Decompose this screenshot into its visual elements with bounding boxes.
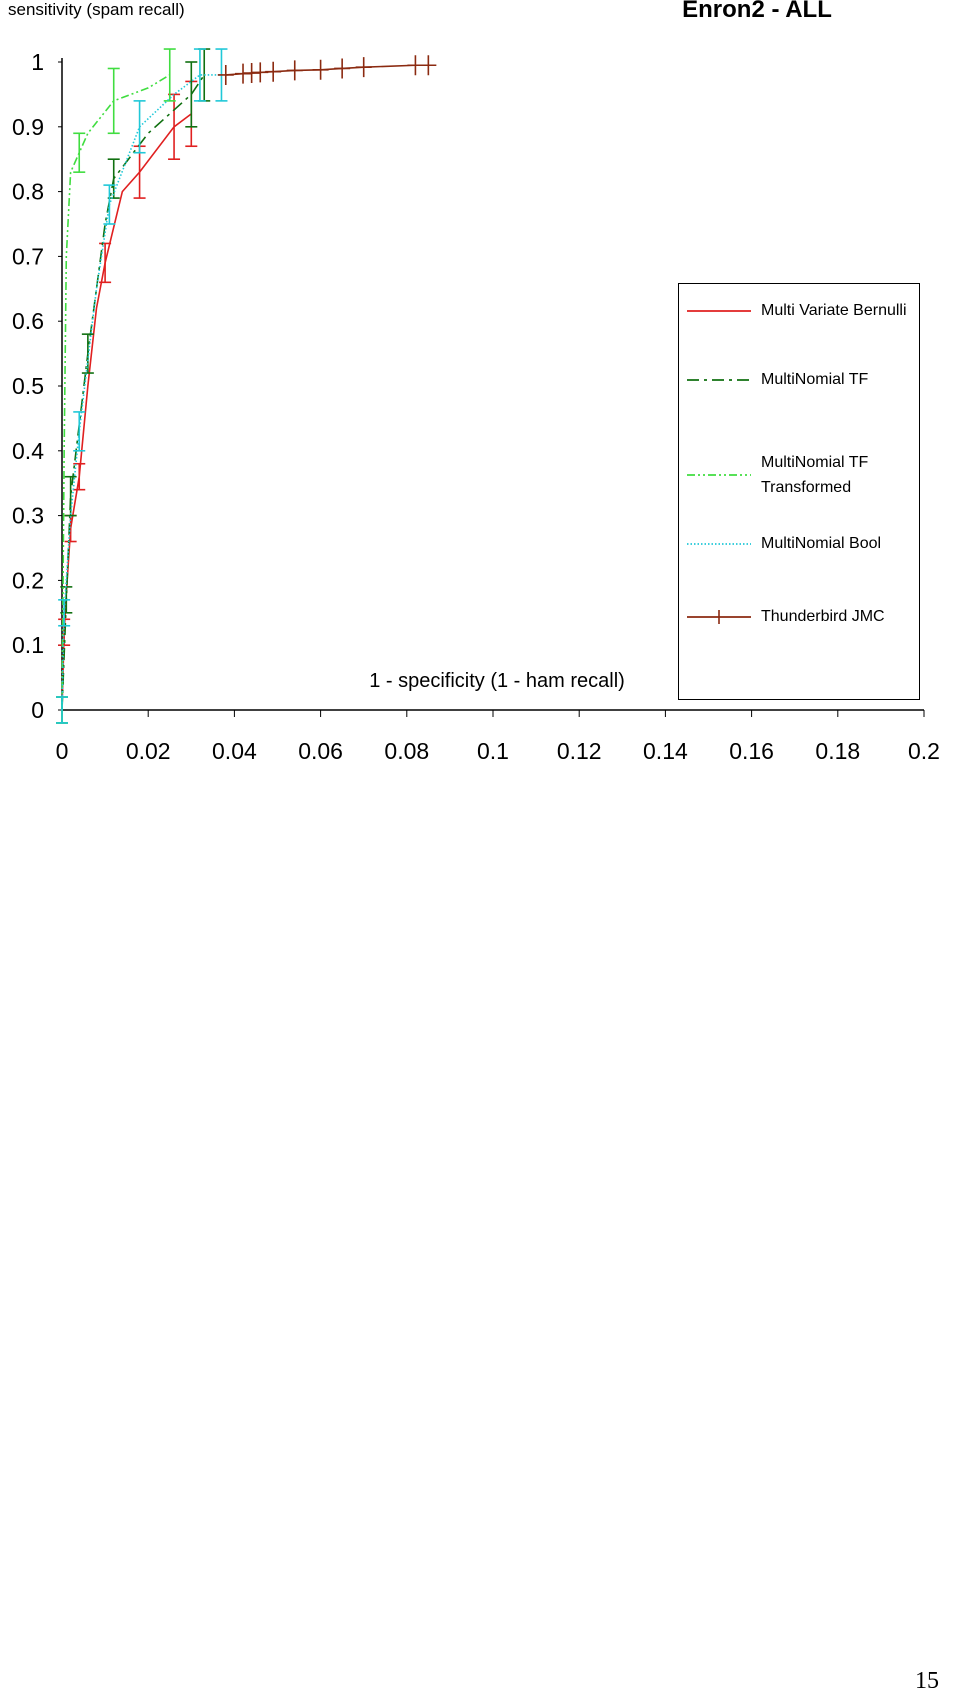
y-tick-label: 0.1 bbox=[12, 632, 44, 658]
y-tick-label: 0.8 bbox=[12, 179, 44, 205]
legend-swatch bbox=[687, 474, 751, 476]
point-marker bbox=[420, 55, 437, 76]
y-tick-label: 0.6 bbox=[12, 308, 44, 334]
point-marker bbox=[217, 64, 234, 85]
x-tick-label: 0.06 bbox=[298, 738, 343, 764]
error-bar bbox=[163, 48, 176, 102]
x-tick-label: 0.16 bbox=[729, 738, 774, 764]
y-tick-label: 0 bbox=[31, 697, 44, 723]
legend-label: Thunderbird JMC bbox=[761, 608, 885, 625]
y-axis-label: sensitivity (spam recall) bbox=[8, 0, 185, 19]
y-tick-label: 0.5 bbox=[12, 373, 44, 399]
x-tick-label: 0.12 bbox=[557, 738, 602, 764]
error-bar bbox=[133, 100, 146, 154]
legend-entry: Thunderbird JMC bbox=[679, 604, 911, 629]
series-line bbox=[61, 74, 171, 711]
x-tick-label: 0 bbox=[56, 738, 69, 764]
series-line bbox=[61, 74, 205, 711]
y-tick-label: 0.4 bbox=[12, 438, 44, 464]
chart-title: Enron2 - ALL bbox=[682, 0, 832, 23]
error-bar bbox=[58, 599, 71, 627]
error-bar bbox=[73, 411, 86, 452]
error-bar bbox=[107, 67, 120, 135]
series-line bbox=[61, 74, 222, 711]
legend-entry: MultiNomial TF Transformed bbox=[679, 450, 911, 500]
point-marker bbox=[312, 59, 329, 80]
point-marker bbox=[265, 61, 282, 82]
legend-entry: MultiNomial TF bbox=[679, 367, 911, 392]
x-tick-label: 0.1 bbox=[477, 738, 509, 764]
x-tick-label: 0.02 bbox=[126, 738, 171, 764]
legend-label: Multi Variate Bernulli bbox=[761, 302, 907, 319]
error-bar bbox=[56, 696, 68, 724]
x-tick-label: 0.04 bbox=[212, 738, 257, 764]
legend-swatch bbox=[687, 542, 751, 545]
x-tick-label: 0.18 bbox=[815, 738, 860, 764]
chart: sensitivity (spam recall) Enron2 - ALL 1… bbox=[8, 0, 940, 764]
error-bar bbox=[64, 514, 77, 543]
legend-swatch bbox=[687, 609, 751, 624]
legend: Multi Variate Bernulli MultiNomial TF Mult… bbox=[678, 283, 920, 700]
y-tick-label: 0.3 bbox=[12, 503, 44, 529]
point-marker bbox=[334, 58, 351, 79]
error-bar bbox=[133, 145, 146, 199]
error-bar bbox=[64, 475, 77, 517]
legend-swatch bbox=[687, 309, 751, 312]
error-bar bbox=[73, 462, 86, 491]
point-marker bbox=[286, 60, 303, 81]
error-bar bbox=[73, 132, 86, 173]
error-bar bbox=[99, 242, 112, 284]
legend-swatch bbox=[687, 378, 751, 381]
y-tick-label: 0.9 bbox=[12, 114, 44, 140]
error-bar bbox=[193, 48, 206, 102]
x-tick-label: 0.2 bbox=[908, 738, 940, 764]
error-bar bbox=[168, 93, 181, 160]
x-tick-label: 0.14 bbox=[643, 738, 688, 764]
x-axis-label: 1 - specificity (1 - ham recall) bbox=[369, 670, 625, 692]
error-bar bbox=[103, 184, 116, 225]
legend-label: MultiNomial Bool bbox=[761, 535, 882, 552]
legend-label: MultiNomial TF bbox=[761, 371, 869, 388]
legend-entry: MultiNomial Bool bbox=[679, 531, 911, 556]
legend-entry: Multi Variate Bernulli bbox=[679, 298, 911, 323]
x-tick-label: 0.08 bbox=[384, 738, 429, 764]
y-tick-label: 0.7 bbox=[12, 243, 44, 269]
page-number: 15 bbox=[915, 1668, 939, 1694]
point-marker bbox=[355, 57, 372, 78]
y-tick-label: 1 bbox=[31, 49, 44, 75]
legend-label: MultiNomial TF Transformed bbox=[761, 454, 869, 496]
error-bar bbox=[185, 61, 198, 128]
y-tick-label: 0.2 bbox=[12, 567, 44, 593]
